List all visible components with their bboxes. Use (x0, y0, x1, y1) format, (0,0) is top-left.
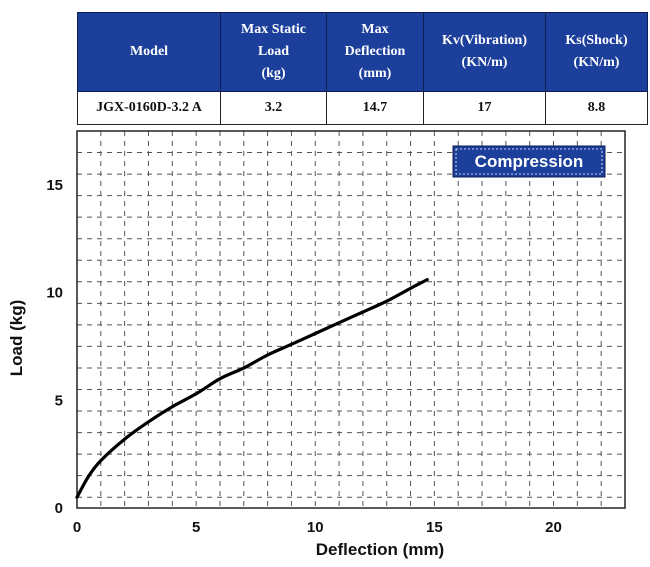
x-tick-label: 20 (545, 519, 562, 536)
cell-model: JGX-0160D-3.2 A (77, 91, 221, 125)
header-line: Kv(Vibration) (441, 33, 528, 48)
compression-curve (75, 278, 429, 499)
plot-frame (76, 130, 626, 509)
header-max-deflection: Max Deflection (mm) (326, 12, 424, 92)
header-line: Max Static (241, 22, 306, 37)
header-line: (mm) (358, 66, 392, 81)
header-model-line: Model (129, 44, 169, 59)
y-tick-label: 5 (55, 392, 63, 409)
legend-label: Compression (475, 152, 584, 171)
header-line: (KN/m) (573, 55, 620, 70)
header-line: Load (257, 44, 290, 59)
cell-ks: 8.8 (545, 91, 648, 125)
axis-ticks: 0 5 10 15 20 0 5 10 15 (46, 177, 562, 536)
grid (77, 131, 625, 508)
legend-inner-border (455, 148, 603, 175)
plot-area (77, 131, 625, 508)
header-line: Ks(Shock) (565, 33, 628, 48)
spec-data-row: JGX-0160D-3.2 A 3.2 14.7 17 8.8 (77, 91, 648, 125)
x-tick-label: 10 (307, 519, 324, 536)
legend-box (452, 145, 606, 178)
x-axis-title: Deflection (mm) (316, 540, 444, 559)
y-tick-label: 10 (46, 285, 63, 302)
cell-max-deflection: 14.7 (326, 91, 424, 125)
spec-table: Model Max Static Load (kg) Max Deflectio… (77, 12, 648, 125)
x-tick-label: 5 (192, 519, 200, 536)
x-tick-label: 15 (426, 519, 443, 536)
cell-max-static-load: 3.2 (220, 91, 327, 125)
y-tick-label: 0 (55, 500, 63, 517)
header-model: Model (77, 12, 221, 92)
spec-header-row: Model Max Static Load (kg) Max Deflectio… (77, 12, 648, 92)
header-line: (KN/m) (461, 55, 508, 70)
y-tick-label: 15 (46, 177, 63, 194)
cell-kv: 17 (423, 91, 546, 125)
header-ks: Ks(Shock) (KN/m) (545, 12, 648, 92)
legend: Compression (452, 145, 606, 178)
header-line: Max (361, 22, 389, 37)
y-axis-title: Load (kg) (7, 300, 26, 377)
header-line: (kg) (261, 66, 286, 81)
x-tick-label: 0 (73, 519, 81, 536)
header-line: Deflection (344, 44, 406, 59)
header-kv: Kv(Vibration) (KN/m) (423, 12, 546, 92)
